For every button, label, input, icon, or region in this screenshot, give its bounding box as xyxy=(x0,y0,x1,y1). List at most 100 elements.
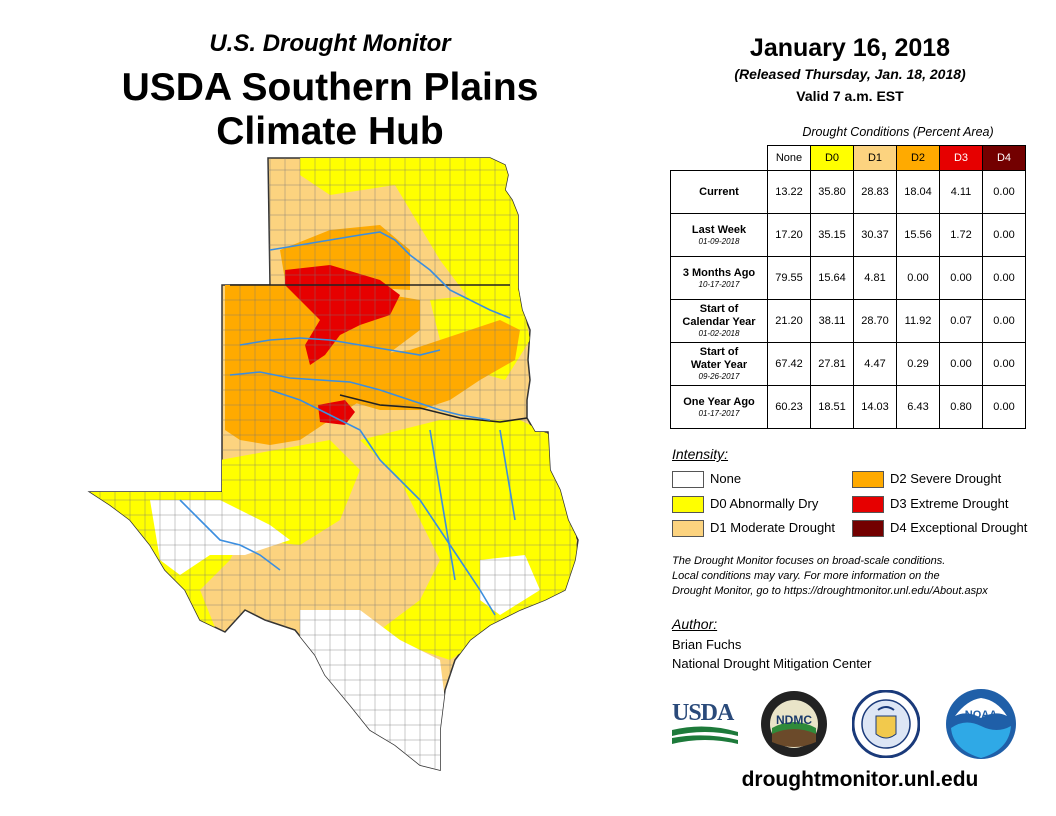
table-cell: 0.07 xyxy=(939,299,983,343)
row-label: 3 Months Ago 10-17-2017 xyxy=(670,256,768,300)
row-label: Last Week 01-09-2018 xyxy=(670,213,768,257)
table-row: 3 Months Ago 10-17-2017 79.55 15.64 4.81 … xyxy=(670,256,1026,300)
row-date: 09-26-2017 xyxy=(698,372,740,381)
table-cell: 30.37 xyxy=(853,213,897,257)
release-date: (Released Thursday, Jan. 18, 2018) xyxy=(734,66,966,82)
table-cell: 0.00 xyxy=(939,256,983,300)
legend-item-d1: D1 Moderate Drought xyxy=(672,519,835,538)
legend-item-none: None xyxy=(672,470,741,489)
legend-item-d0: D0 Abnormally Dry xyxy=(672,495,818,514)
header-none: None xyxy=(767,145,811,171)
row-date: 10-17-2017 xyxy=(698,279,740,289)
table-header-row: None D0 D1 D2 D3 D4 xyxy=(671,145,1026,171)
table-row: Start of Water Year 09-26-2017 67.42 27.81… xyxy=(670,342,1026,386)
author-organization: National Drought Mitigation Center xyxy=(672,656,872,671)
legend-item-d3: D3 Extreme Drought xyxy=(852,495,1009,514)
table-cell: 4.11 xyxy=(939,170,983,214)
table-cell: 28.70 xyxy=(853,299,897,343)
header-d1: D1 xyxy=(853,145,897,171)
table-cell: 0.00 xyxy=(982,170,1026,214)
usda-logo: USDA xyxy=(672,700,738,750)
table-cell: 27.81 xyxy=(810,342,854,386)
table-cell: 35.80 xyxy=(810,170,854,214)
d3-area-oklahoma-south xyxy=(318,400,355,425)
website-url[interactable]: droughtmonitor.unl.edu xyxy=(741,768,979,791)
commerce-seal-logo xyxy=(852,690,920,758)
table-row: One Year Ago 01-17-2017 60.23 18.51 14.03… xyxy=(670,385,1026,429)
row-label: Current xyxy=(670,170,768,214)
ndmc-logo: NDMC xyxy=(761,691,827,757)
row-date: 01-09-2018 xyxy=(698,236,740,246)
county-lines xyxy=(90,158,578,770)
table-cell: 4.81 xyxy=(853,256,897,300)
table-header-blank xyxy=(671,146,768,171)
table-cell: 28.83 xyxy=(853,170,897,214)
row-date: 01-02-2018 xyxy=(698,329,740,338)
row-label: Start of Calendar Year 01-02-2018 xyxy=(670,299,768,343)
row-date: 01-17-2017 xyxy=(698,408,740,418)
rivers xyxy=(179,231,516,616)
table-cell: 0.00 xyxy=(896,256,940,300)
map-title-line2: Climate Hub xyxy=(216,110,444,153)
table-caption: Drought Conditions (Percent Area) xyxy=(802,125,994,139)
valid-time: Valid 7 a.m. EST xyxy=(796,88,904,104)
table-cell: 0.00 xyxy=(982,256,1026,300)
row-label: One Year Ago 01-17-2017 xyxy=(670,385,768,429)
legend-swatch xyxy=(672,520,704,538)
header-d2: D2 xyxy=(896,145,940,171)
map-title-line1: USDA Southern Plains xyxy=(121,66,539,109)
legend-title: Intensity: xyxy=(672,446,729,462)
table-row: Current 13.22 35.80 28.83 18.04 4.11 0.0… xyxy=(670,170,1026,214)
header-d0: D0 xyxy=(810,145,854,171)
legend-item-d2: D2 Severe Drought xyxy=(852,470,1001,489)
table-cell: 6.43 xyxy=(896,385,940,429)
row-label: Start of Water Year 09-26-2017 xyxy=(670,342,768,386)
table-cell: 79.55 xyxy=(767,256,811,300)
author-title: Author: xyxy=(672,616,718,632)
table-cell: 15.56 xyxy=(896,213,940,257)
legend-swatch xyxy=(672,496,704,514)
header-d3: D3 xyxy=(939,145,983,171)
table-cell: 0.00 xyxy=(982,299,1026,343)
table-cell: 38.11 xyxy=(810,299,854,343)
table-cell: 13.22 xyxy=(767,170,811,214)
noaa-logo: NOAA xyxy=(946,689,1016,759)
map-subtitle: U.S. Drought Monitor xyxy=(209,30,451,57)
table-cell: 60.23 xyxy=(767,385,811,429)
table-cell: 4.47 xyxy=(853,342,897,386)
table-cell: 15.64 xyxy=(810,256,854,300)
table-cell: 0.00 xyxy=(982,385,1026,429)
table-cell: 0.80 xyxy=(939,385,983,429)
table-cell: 0.29 xyxy=(896,342,940,386)
legend-swatch xyxy=(672,471,704,489)
legend-swatch xyxy=(852,520,884,538)
table-cell: 17.20 xyxy=(767,213,811,257)
table-row: Start of Calendar Year 01-02-2018 21.20 38… xyxy=(670,299,1026,343)
table-cell: 0.00 xyxy=(982,213,1026,257)
table-cell: 0.00 xyxy=(939,342,983,386)
table-cell: 21.20 xyxy=(767,299,811,343)
table-cell: 18.04 xyxy=(896,170,940,214)
table-cell: 35.15 xyxy=(810,213,854,257)
author-name: Brian Fuchs xyxy=(672,637,742,652)
table-cell: 67.42 xyxy=(767,342,811,386)
table-cell: 18.51 xyxy=(810,385,854,429)
table-cell: 0.00 xyxy=(982,342,1026,386)
drought-conditions-table: None D0 D1 D2 D3 D4 Current 13.22 35.80 … xyxy=(670,145,1026,429)
legend-item-d4: D4 Exceptional Drought xyxy=(852,519,1027,538)
map-title: USDA Southern Plains Climate Hub xyxy=(90,66,570,154)
drought-map xyxy=(87,157,579,771)
table-cell: 14.03 xyxy=(853,385,897,429)
table-cell: 1.72 xyxy=(939,213,983,257)
legend-swatch xyxy=(852,496,884,514)
disclaimer-note: The Drought Monitor focuses on broad-sca… xyxy=(672,555,988,597)
state-borders xyxy=(230,284,528,423)
date-title: January 16, 2018 xyxy=(749,34,951,62)
svg-text:NOAA: NOAA xyxy=(965,709,997,721)
table-row: Last Week 01-09-2018 17.20 35.15 30.37 15… xyxy=(670,213,1026,257)
svg-text:NDMC: NDMC xyxy=(776,713,812,727)
table-cell: 11.92 xyxy=(896,299,940,343)
header-d4: D4 xyxy=(982,145,1026,171)
d2-area-oklahoma-central xyxy=(330,320,520,410)
legend-swatch xyxy=(852,471,884,489)
